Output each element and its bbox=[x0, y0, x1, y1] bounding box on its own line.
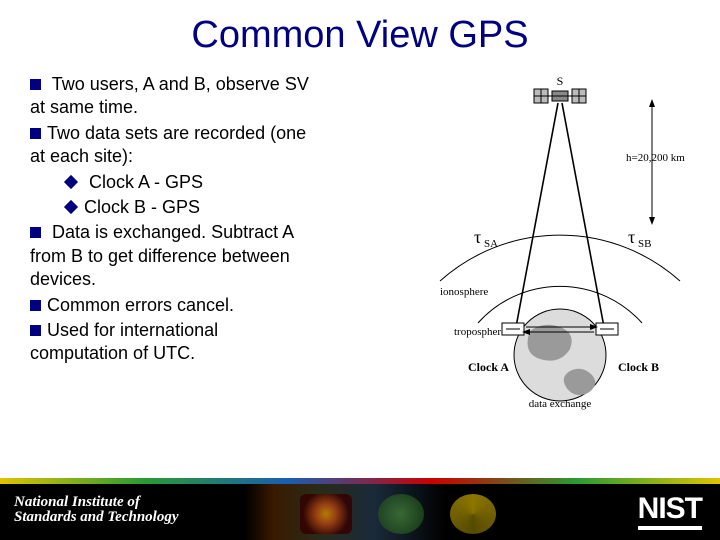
clock-b-icon bbox=[596, 323, 618, 335]
org-line: Standards and Technology bbox=[14, 510, 178, 526]
footer-body: National Institute of Standards and Tech… bbox=[0, 484, 720, 540]
decor-icon bbox=[300, 494, 352, 534]
diagram-svg: S h=20,200 km ionosphere troposphere τ S… bbox=[430, 71, 690, 411]
org-name: National Institute of Standards and Tech… bbox=[14, 495, 178, 527]
square-bullet-icon bbox=[30, 325, 41, 336]
bullet-text: from B to get difference between bbox=[30, 245, 430, 268]
bullet-text: at same time. bbox=[30, 96, 430, 119]
bullet-1: Two users, A and B, observe SV bbox=[30, 73, 430, 96]
nist-logo: NIST bbox=[638, 492, 702, 530]
label-data-exchange: data exchange bbox=[529, 398, 592, 410]
page-title: Common View GPS bbox=[0, 0, 720, 65]
ray-a bbox=[516, 103, 558, 327]
diamond-bullet-icon bbox=[64, 174, 78, 188]
decor-icon bbox=[378, 494, 424, 534]
logo-text: NIST bbox=[638, 492, 702, 530]
square-bullet-icon bbox=[30, 227, 41, 238]
bullet-text: devices. bbox=[30, 268, 430, 291]
svg-text:SA: SA bbox=[484, 238, 498, 250]
label-clock-b: Clock B bbox=[618, 360, 659, 374]
svg-text:SB: SB bbox=[638, 238, 651, 250]
label-ionosphere: ionosphere bbox=[440, 286, 488, 298]
square-bullet-icon bbox=[30, 79, 41, 90]
bullet-3: Data is exchanged. Subtract A bbox=[30, 221, 430, 244]
earth-icon bbox=[514, 309, 606, 401]
footer-decor bbox=[300, 494, 496, 534]
label-sat: S bbox=[557, 74, 564, 88]
label-clock-a: Clock A bbox=[468, 360, 509, 374]
svg-text:τ: τ bbox=[474, 227, 481, 247]
bullet-text: Data is exchanged. Subtract A bbox=[52, 222, 294, 242]
bullet-5: Used for international bbox=[30, 319, 430, 342]
bullet-2: Two data sets are recorded (one bbox=[30, 122, 430, 145]
bullet-text: Two data sets are recorded (one bbox=[47, 123, 306, 143]
bullet-text: Common errors cancel. bbox=[47, 295, 234, 315]
ray-b bbox=[562, 103, 604, 327]
bullet-4: Common errors cancel. bbox=[30, 294, 430, 317]
decor-icon bbox=[450, 494, 496, 534]
bullet-list: Two users, A and B, observe SV at same t… bbox=[30, 71, 430, 416]
bullet-text: Clock B - GPS bbox=[84, 197, 200, 217]
diamond-bullet-icon bbox=[64, 200, 78, 214]
clock-a-icon bbox=[502, 323, 524, 335]
bullet-text: at each site): bbox=[30, 145, 430, 168]
org-line: National Institute of bbox=[14, 495, 178, 511]
satellite-icon bbox=[534, 89, 586, 103]
label-troposphere: troposphere bbox=[454, 326, 506, 338]
sub-bullet-1: Clock A - GPS bbox=[30, 171, 430, 194]
square-bullet-icon bbox=[30, 300, 41, 311]
gps-diagram: S h=20,200 km ionosphere troposphere τ S… bbox=[430, 71, 690, 416]
content-row: Two users, A and B, observe SV at same t… bbox=[0, 65, 720, 416]
footer: National Institute of Standards and Tech… bbox=[0, 478, 720, 540]
bullet-text: Used for international bbox=[47, 320, 218, 340]
sub-bullet-2: Clock B - GPS bbox=[30, 196, 430, 219]
bullet-text: Two users, A and B, observe SV bbox=[52, 74, 309, 94]
bullet-text: computation of UTC. bbox=[30, 342, 430, 365]
square-bullet-icon bbox=[30, 128, 41, 139]
label-altitude: h=20,200 km bbox=[626, 152, 685, 164]
svg-text:τ: τ bbox=[628, 227, 635, 247]
label-tauSA: τ SA bbox=[474, 227, 498, 250]
label-tauSB: τ SB bbox=[628, 227, 651, 250]
bullet-text: Clock A - GPS bbox=[89, 172, 203, 192]
